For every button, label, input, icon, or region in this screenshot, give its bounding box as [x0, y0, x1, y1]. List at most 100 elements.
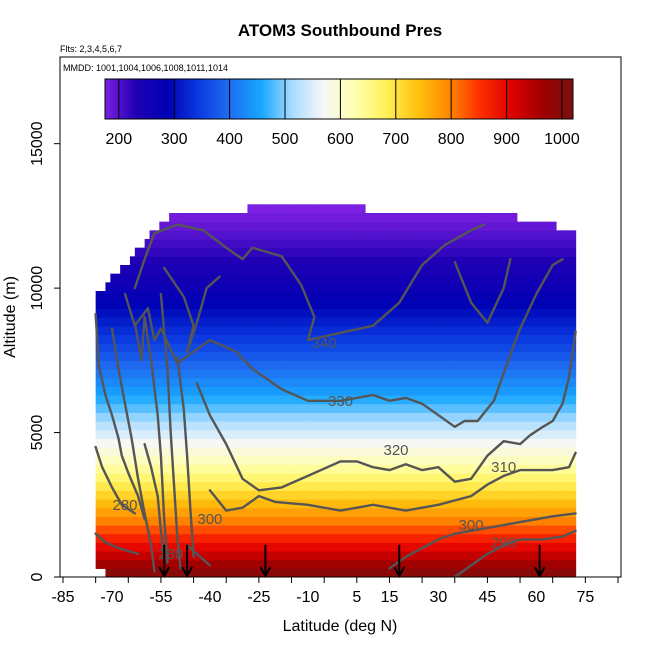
- heatmap-cell: [399, 282, 405, 292]
- heatmap-cell: [413, 421, 420, 431]
- heatmap-cell: [232, 559, 239, 569]
- heatmap-cell: [257, 291, 263, 301]
- heatmap-cell: [526, 377, 533, 387]
- heatmap-cell: [350, 464, 356, 474]
- heatmap-cell: [335, 265, 342, 275]
- heatmap-cell: [325, 403, 332, 413]
- heatmap-cell: [570, 473, 577, 483]
- heatmap-cell: [433, 386, 440, 396]
- heatmap-cell: [325, 490, 332, 500]
- heatmap-cell: [247, 447, 253, 457]
- heatmap-cell: [502, 447, 508, 457]
- heatmap-cell: [203, 325, 209, 335]
- heatmap-cell: [227, 516, 234, 526]
- heatmap-cell: [497, 334, 503, 344]
- heatmap-cell: [345, 247, 351, 257]
- heatmap-cell: [502, 256, 508, 266]
- heatmap-cell: [296, 412, 302, 422]
- heatmap-cell: [492, 334, 498, 344]
- heatmap-cell: [541, 221, 547, 231]
- heatmap-cell: [350, 317, 356, 327]
- heatmap-cell: [100, 473, 107, 483]
- heatmap-cell: [154, 499, 160, 509]
- heatmap-cell: [418, 343, 425, 353]
- heatmap-cell: [516, 516, 523, 526]
- heatmap-cell: [433, 395, 440, 405]
- heatmap-cell: [193, 343, 200, 353]
- heatmap-cell: [276, 438, 283, 448]
- heatmap-cell: [203, 299, 209, 309]
- heatmap-cell: [178, 464, 185, 474]
- heatmap-cell: [570, 559, 577, 569]
- heatmap-cell: [433, 464, 440, 474]
- heatmap-cell: [129, 421, 136, 431]
- heatmap-cell: [462, 490, 469, 500]
- heatmap-cell: [399, 265, 405, 275]
- heatmap-cell: [271, 551, 278, 561]
- heatmap-cell: [423, 447, 430, 457]
- heatmap-cell: [389, 412, 395, 422]
- heatmap-cell: [492, 464, 498, 474]
- heatmap-cell: [462, 325, 469, 335]
- heatmap-cell: [183, 377, 190, 387]
- heatmap-cell: [183, 239, 190, 249]
- heatmap-cell: [536, 516, 542, 526]
- heatmap-cell: [281, 542, 288, 552]
- heatmap-cell: [330, 221, 337, 231]
- heatmap-cell: [110, 282, 116, 292]
- heatmap-cell: [213, 213, 219, 223]
- heatmap-cell: [497, 265, 503, 275]
- heatmap-cell: [526, 317, 533, 327]
- x-tick-label: 75: [576, 589, 594, 606]
- heatmap-cell: [271, 473, 278, 483]
- heatmap-cell: [281, 273, 288, 283]
- heatmap-cell: [462, 429, 469, 439]
- heatmap-cell: [291, 265, 298, 275]
- heatmap-cell: [100, 542, 107, 552]
- heatmap-cell: [169, 499, 175, 509]
- heatmap-cell: [276, 473, 283, 483]
- heatmap-cell: [178, 507, 185, 517]
- heatmap-cell: [409, 412, 415, 422]
- heatmap-cell: [169, 481, 175, 491]
- heatmap-cell: [232, 256, 239, 266]
- heatmap-cell: [335, 360, 342, 370]
- heatmap-cell: [149, 559, 156, 569]
- heatmap-cell: [369, 438, 376, 448]
- heatmap-cell: [389, 525, 395, 535]
- heatmap-cell: [340, 464, 346, 474]
- heatmap-cell: [95, 412, 102, 422]
- heatmap-cell: [551, 360, 557, 370]
- heatmap-cell: [453, 395, 459, 405]
- heatmap-cell: [458, 369, 464, 379]
- heatmap-cell: [423, 403, 430, 413]
- heatmap-cell: [511, 455, 518, 465]
- heatmap-cell: [516, 343, 523, 353]
- heatmap-cell: [129, 325, 136, 335]
- heatmap-cell: [379, 299, 386, 309]
- heatmap-cell: [389, 308, 395, 318]
- heatmap-cell: [301, 412, 307, 422]
- heatmap-cell: [526, 473, 533, 483]
- heatmap-cell: [448, 343, 454, 353]
- heatmap-cell: [286, 213, 293, 223]
- heatmap-cell: [242, 325, 249, 335]
- heatmap-cell: [247, 291, 253, 301]
- heatmap-cell: [183, 230, 190, 240]
- heatmap-cell: [413, 438, 420, 448]
- heatmap-cell: [448, 403, 454, 413]
- heatmap-cell: [267, 273, 273, 283]
- heatmap-cell: [551, 351, 557, 361]
- heatmap-cell: [526, 481, 533, 491]
- heatmap-cell: [389, 516, 395, 526]
- heatmap-cell: [541, 265, 547, 275]
- heatmap-cell: [320, 542, 327, 552]
- heatmap-cell: [546, 490, 552, 500]
- heatmap-cell: [453, 464, 459, 474]
- heatmap-cell: [511, 559, 518, 569]
- heatmap-cell: [379, 386, 386, 396]
- heatmap-cell: [120, 265, 126, 275]
- heatmap-cell: [389, 230, 395, 240]
- heatmap-cell: [355, 325, 361, 335]
- heatmap-cell: [546, 455, 552, 465]
